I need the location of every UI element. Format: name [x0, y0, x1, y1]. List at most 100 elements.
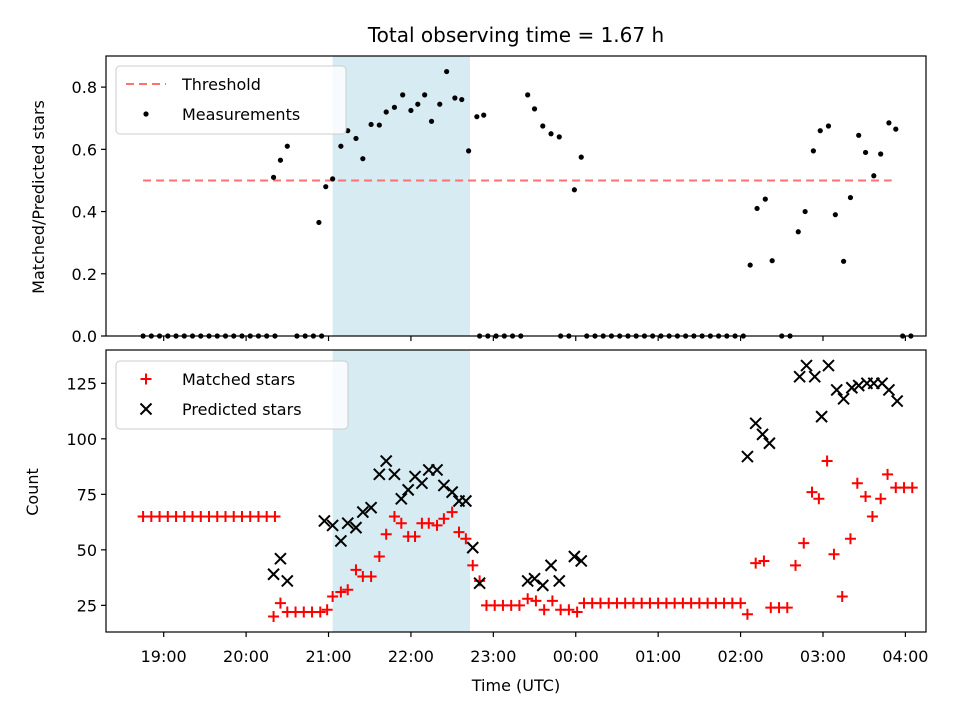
- x-tick-labels: 19:00 20:00 21:00 22:00 23:00 00:00 01:00 02:00…: [141, 647, 929, 666]
- legend-matched-label: Matched stars: [182, 370, 295, 389]
- measurement-point: [330, 176, 336, 182]
- legend-predicted-swatch: [139, 402, 153, 416]
- matched-star-point: [274, 597, 286, 609]
- xlabel: Time (UTC): [471, 676, 560, 695]
- matched-star-point: [851, 477, 863, 489]
- matched-star-point: [268, 610, 280, 622]
- matched-star-point: [513, 599, 525, 611]
- predicted-star-point: [349, 521, 363, 534]
- top-legend-box: [115, 65, 347, 135]
- top-ylabel: Matched/Predicted stars: [29, 100, 48, 294]
- predicted-stars-points: [267, 359, 904, 592]
- top-ytick-label: 0.6: [72, 140, 97, 159]
- top-axes-frame: [105, 55, 927, 337]
- bottom-ytick-label: 75: [77, 485, 97, 504]
- predicted-star-point: [544, 559, 558, 572]
- bottom-observing-window: [332, 350, 470, 632]
- measurement-point: [444, 68, 450, 75]
- predicted-star-point: [808, 370, 821, 383]
- bottom-legend-box: [115, 360, 349, 430]
- matched-star-point: [866, 511, 878, 523]
- matched-star-point: [522, 593, 534, 605]
- measurement-point: [437, 101, 443, 107]
- measurement-point: [540, 123, 546, 129]
- top-panel: 0.00.20.40.60.8 Matched/Predicted stars …: [29, 55, 927, 346]
- matched-star-point: [790, 559, 802, 571]
- measurement-point: [474, 114, 480, 120]
- measurement-point: [353, 135, 359, 142]
- bottom-ticks: 25 50 75 100 125: [66, 374, 906, 637]
- x-tick-label: 01:00: [635, 647, 681, 666]
- measurement-point: [383, 109, 389, 115]
- measurement-point: [862, 149, 869, 156]
- predicted-star-point: [281, 574, 294, 588]
- predicted-star-point: [415, 477, 429, 490]
- measurement-point: [795, 229, 801, 235]
- measurement-point: [415, 101, 421, 107]
- predicted-star-point: [437, 479, 451, 492]
- measurement-point: [810, 148, 816, 154]
- predicted-star-point: [890, 394, 904, 408]
- predicted-star-point: [318, 514, 331, 528]
- matched-star-point: [750, 557, 762, 569]
- measurement-point: [422, 92, 428, 98]
- predicted-star-point: [373, 468, 386, 481]
- top-ytick-label: 0.4: [72, 203, 97, 222]
- measurement-point: [408, 107, 414, 114]
- measurement-point: [459, 96, 465, 103]
- matched-star-point: [571, 606, 583, 618]
- matched-star-point: [438, 513, 450, 525]
- measurement-point: [277, 157, 284, 163]
- x-tick-label: 21:00: [305, 647, 351, 666]
- bottom-axes-frame: [105, 349, 927, 633]
- matched-star-point: [395, 517, 407, 529]
- predicted-star-point: [395, 492, 408, 505]
- measurement-point: [847, 194, 854, 201]
- predicted-star-point: [837, 392, 850, 406]
- matched-star-point: [327, 590, 339, 602]
- matched-star-point: [380, 528, 392, 540]
- chart-title: Total observing time = 1.67 h: [367, 23, 664, 47]
- predicted-star-point: [741, 450, 754, 463]
- legend-measurements-swatch: [143, 111, 149, 117]
- predicted-star-point: [326, 519, 339, 532]
- matched-star-point: [806, 486, 818, 498]
- predicted-star-point: [536, 579, 549, 592]
- measurement-point: [886, 120, 892, 126]
- legend-measurements-label: Measurements: [182, 105, 300, 124]
- legend-threshold-label: Threshold: [181, 75, 261, 94]
- measurement-point: [428, 118, 435, 124]
- predicted-star-point: [473, 576, 486, 590]
- measurement-point: [360, 156, 366, 162]
- matched-star-point: [335, 586, 347, 598]
- x-tick-label: 00:00: [553, 647, 599, 666]
- predicted-star-point: [815, 410, 828, 423]
- measurement-point: [871, 173, 877, 179]
- predicted-star-point: [334, 534, 348, 548]
- matched-star-point: [821, 455, 833, 467]
- measurement-point: [284, 143, 290, 149]
- measurement-point: [840, 258, 847, 264]
- predicted-star-point: [267, 568, 280, 581]
- predicted-star-point: [575, 554, 588, 568]
- predicted-star-point: [364, 501, 378, 514]
- measurement-point: [571, 187, 577, 193]
- x-tick-label: 03:00: [800, 647, 846, 666]
- measurement-point: [825, 123, 832, 129]
- matched-star-point: [860, 491, 872, 503]
- measurement-point: [452, 95, 458, 101]
- measurement-point: [856, 132, 862, 138]
- measurement-point: [481, 112, 487, 118]
- matched-star-point: [781, 602, 793, 614]
- predicted-star-point: [553, 574, 566, 588]
- measurement-point: [391, 104, 398, 110]
- top-ytick-label: 0.0: [72, 327, 97, 346]
- measurement-point: [754, 205, 760, 212]
- measurement-point: [817, 128, 823, 134]
- matched-star-point: [735, 597, 747, 609]
- matched-star-point: [798, 537, 810, 549]
- matched-star-point: [409, 531, 421, 543]
- measurement-point: [531, 106, 538, 112]
- matched-star-point: [373, 551, 385, 563]
- measurement-point: [747, 262, 753, 268]
